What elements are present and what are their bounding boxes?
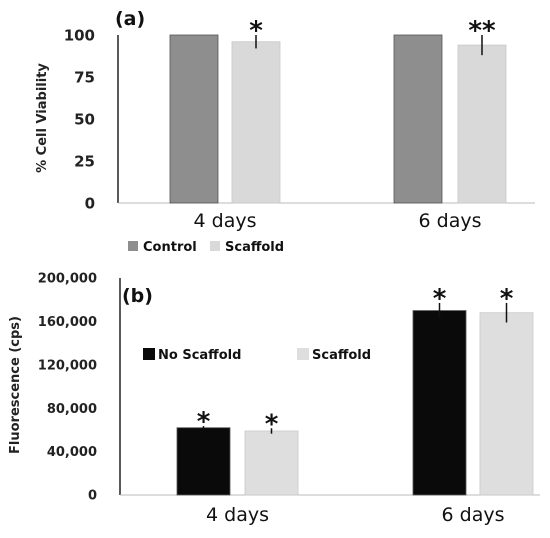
chart-b-x-tick-label: 4 days	[206, 504, 269, 526]
chart-a-legend-swatch-control	[128, 241, 138, 251]
chart-b-significance-marker: *	[500, 284, 514, 314]
chart-a-significance-marker: **	[468, 16, 496, 46]
chart-a-y-tick-label: 75	[74, 68, 95, 86]
chart-a-bar	[393, 34, 443, 204]
chart-b-y-tick-label: 160,000	[38, 315, 97, 330]
chart-a-y-tick-label: 25	[74, 152, 95, 170]
chart-a-y-tick-label: 0	[85, 194, 95, 212]
chart-a-legend-label-control: Control	[143, 240, 197, 255]
chart-a-legend-swatch-scaffold	[210, 241, 220, 251]
chart-a-bar	[231, 41, 281, 204]
chart-b-legend-swatch-scaffold	[297, 348, 309, 360]
chart-b-bar	[479, 312, 534, 496]
chart-a-bar	[457, 44, 507, 204]
chart-b-y-tick-label: 40,000	[47, 445, 97, 460]
chart-a-panel-label: (a)	[115, 8, 145, 30]
chart-b-y-axis-label: Fluorescence (cps)	[8, 316, 23, 454]
chart-a-y-tick-label: 100	[64, 26, 95, 44]
chart-a-x-tick-label: 4 days	[194, 210, 257, 232]
chart-a-y-tick-label: 50	[74, 110, 95, 128]
chart-b-significance-marker: *	[265, 409, 279, 439]
chart-b-y-tick-label: 80,000	[47, 402, 97, 417]
chart-b-bar	[412, 310, 467, 496]
chart-b-x-tick-label: 6 days	[442, 504, 505, 526]
chart-b-bar	[244, 430, 299, 496]
chart-b-legend-label-scaffold: Scaffold	[312, 348, 371, 363]
chart-b-significance-marker: *	[433, 284, 447, 314]
chart-b-y-tick-label: 0	[88, 489, 97, 504]
chart-a-y-axis-label: % Cell Viability	[35, 63, 50, 173]
chart-a-x-tick-label: 6 days	[419, 210, 482, 232]
chart-b-significance-marker: *	[197, 407, 211, 437]
chart-a-significance-marker: *	[249, 16, 263, 46]
chart-b-legend-label-no-scaffold: No Scaffold	[158, 348, 241, 363]
chart-b-bar	[176, 427, 231, 496]
chart-b-y-tick-label: 120,000	[38, 358, 97, 373]
chart-b-legend: No Scaffold Scaffold	[143, 348, 371, 363]
chart-b-legend-swatch-no-scaffold	[143, 348, 155, 360]
chart-b-y-tick-label: 200,000	[38, 272, 97, 287]
chart-a-bar	[169, 34, 219, 204]
chart-a-legend-label-scaffold: Scaffold	[225, 240, 284, 255]
chart-b-panel-label: (b)	[122, 285, 153, 307]
chart-a-legend: Control Scaffold	[128, 240, 284, 255]
